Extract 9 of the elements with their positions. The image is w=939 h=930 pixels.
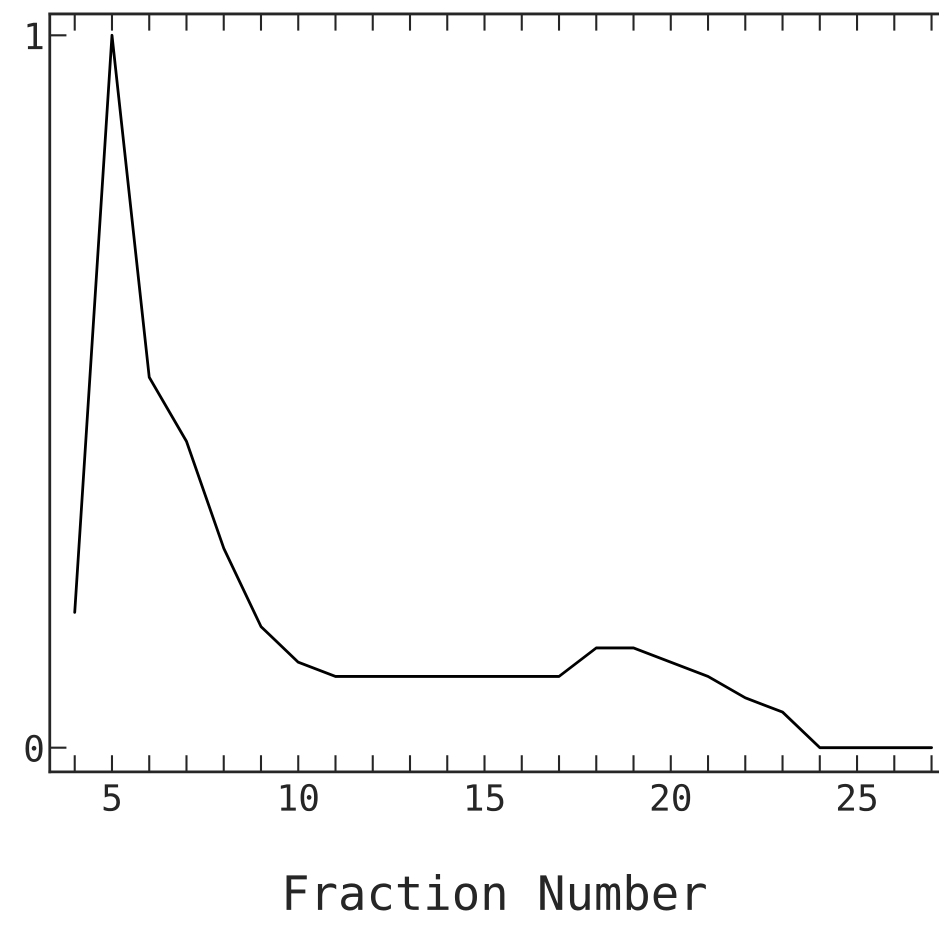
y-tick-label: 0	[26, 734, 43, 762]
x-tick-label: 10	[280, 784, 318, 812]
x-tick-label: 25	[838, 784, 876, 812]
line-series	[73, 34, 933, 750]
y-tick-label: 1	[28, 22, 42, 50]
x-tick-label: 5	[104, 784, 120, 812]
x-tick-label: 15	[467, 784, 504, 812]
x-tick-label: 20	[652, 784, 690, 812]
x-axis-title: Fraction Number	[286, 874, 706, 911]
